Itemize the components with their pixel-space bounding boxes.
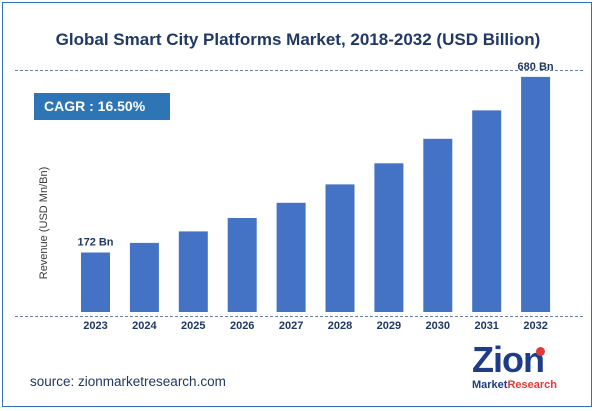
bar-2029 (374, 163, 404, 312)
source-text: source: zionmarketresearch.com (30, 374, 226, 389)
data-label-2032: 680 Bn (518, 61, 554, 73)
x-tick-2028: 2028 (328, 320, 352, 332)
chart-title: Global Smart City Platforms Market, 2018… (55, 30, 541, 49)
bar-2030 (423, 138, 453, 312)
cagr-badge: CAGR : 16.50% (34, 93, 170, 120)
bar-2023 (81, 252, 110, 312)
bar-2026 (227, 218, 257, 312)
logo-sub: MarketResearch (472, 379, 557, 391)
logo-sub-a: Market (472, 379, 508, 391)
x-tick-2024: 2024 (132, 320, 157, 332)
cagr-value: 16.50% (97, 98, 146, 114)
x-tick-2031: 2031 (474, 320, 498, 332)
bar-2028 (325, 184, 355, 312)
x-tick-2027: 2027 (279, 320, 303, 332)
data-label-2023: 172 Bn (77, 237, 113, 249)
logo-dot (536, 347, 545, 356)
logo-word: Zion (472, 339, 545, 380)
x-tick-2025: 2025 (181, 320, 205, 332)
title-divider (15, 70, 583, 71)
x-axis-line (15, 316, 583, 317)
x-tick-2023: 2023 (83, 320, 107, 332)
x-tick-2029: 2029 (377, 320, 401, 332)
bar-2032 (521, 76, 551, 313)
bar-2031 (472, 110, 502, 313)
cagr-label: CAGR : (44, 98, 94, 114)
bar-2024 (129, 242, 159, 312)
bar-2025 (178, 231, 208, 312)
zion-logo: Zion MarketResearch (464, 339, 574, 397)
x-tick-2032: 2032 (523, 320, 547, 332)
x-tick-2030: 2030 (426, 320, 450, 332)
x-tick-2026: 2026 (230, 320, 254, 332)
logo-sub-b: Research (507, 379, 558, 391)
bar-2027 (276, 202, 306, 312)
